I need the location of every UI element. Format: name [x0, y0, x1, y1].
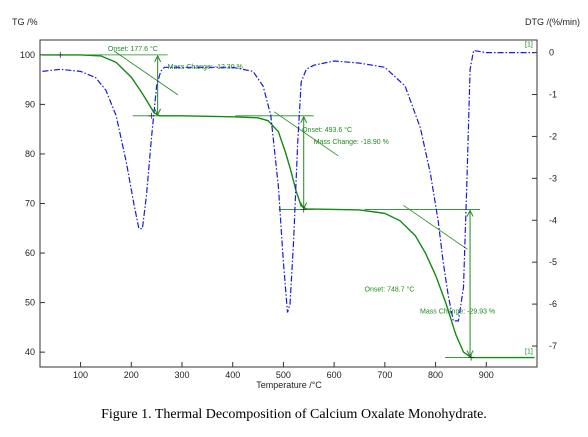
- axis-ticks: 100 200 300 400 500 600 700 800 900 40 50 60 70 80 90 1…: [20, 48, 557, 380]
- figure-caption: Figure 1. Thermal Decomposition of Calci…: [101, 407, 487, 422]
- arrow-head-up: [154, 54, 162, 63]
- x-tick-label: 900: [479, 370, 494, 380]
- tga-chart: TG /% DTG /(%/min) Temperature /°C 100 20…: [12, 17, 580, 390]
- tg-marker: [300, 206, 307, 213]
- x-tick-label: 300: [174, 370, 189, 380]
- y-left-tick-label: 90: [25, 99, 35, 109]
- y-right-tick-label: -2: [549, 131, 557, 141]
- dtg-curve-tag: [1]: [525, 42, 533, 49]
- x-tick-label: 500: [276, 370, 291, 380]
- y-left-tick-label: 60: [25, 248, 35, 258]
- y-right-tick-label: -1: [549, 90, 557, 100]
- x-tick-label: 200: [124, 370, 139, 380]
- y-left-tick-label: 80: [25, 149, 35, 159]
- dtg-curve: [42, 49, 535, 322]
- onset-label: Onset: 748.7 °C: [365, 285, 415, 293]
- x-axis-label: Temperature /°C: [256, 380, 322, 390]
- tg-curve-tag: [1]: [525, 349, 533, 356]
- y-axis-right-label: DTG /(%/min): [525, 17, 580, 27]
- y-left-tick-label: 40: [25, 347, 35, 357]
- tg-marker: [57, 51, 64, 58]
- tg-curve: [42, 54, 535, 359]
- onset-tangent: [403, 205, 468, 250]
- y-axis-left-label: TG /%: [12, 17, 38, 27]
- x-tick-label: 800: [428, 370, 443, 380]
- x-tick-label: 700: [377, 370, 392, 380]
- y-right-tick-label: -7: [549, 341, 557, 351]
- arrow-head-up: [300, 115, 308, 124]
- onset-label: Onset: 177.6 °C: [108, 45, 158, 53]
- y-left-tick-label: 100: [20, 50, 35, 60]
- y-right-tick-label: -4: [549, 215, 557, 225]
- y-right-tick-label: 0: [549, 48, 554, 58]
- onset-tangent: [113, 50, 179, 96]
- mass-change-label: Mass Change: -18.90 %: [314, 139, 389, 146]
- plot-frame: [39, 39, 538, 368]
- arrow-head-up: [466, 209, 474, 217]
- onset-label: Onset: 493.6 °C: [302, 126, 352, 134]
- series-layer: [1] [1]: [42, 42, 535, 361]
- y-right-tick-label: -3: [549, 173, 557, 183]
- y-left-tick-label: 70: [25, 199, 35, 209]
- mass-change-label: Mass Change: -29.93 %: [420, 308, 495, 315]
- x-tick-label: 400: [225, 370, 240, 380]
- tg-marker: [468, 354, 475, 361]
- x-tick-label: 100: [73, 370, 88, 380]
- onset-tangent: [273, 111, 339, 157]
- y-right-tick-label: -5: [549, 257, 557, 267]
- y-right-tick-label: -6: [549, 299, 557, 309]
- x-tick-label: 600: [327, 370, 342, 380]
- y-left-tick-label: 50: [25, 298, 35, 308]
